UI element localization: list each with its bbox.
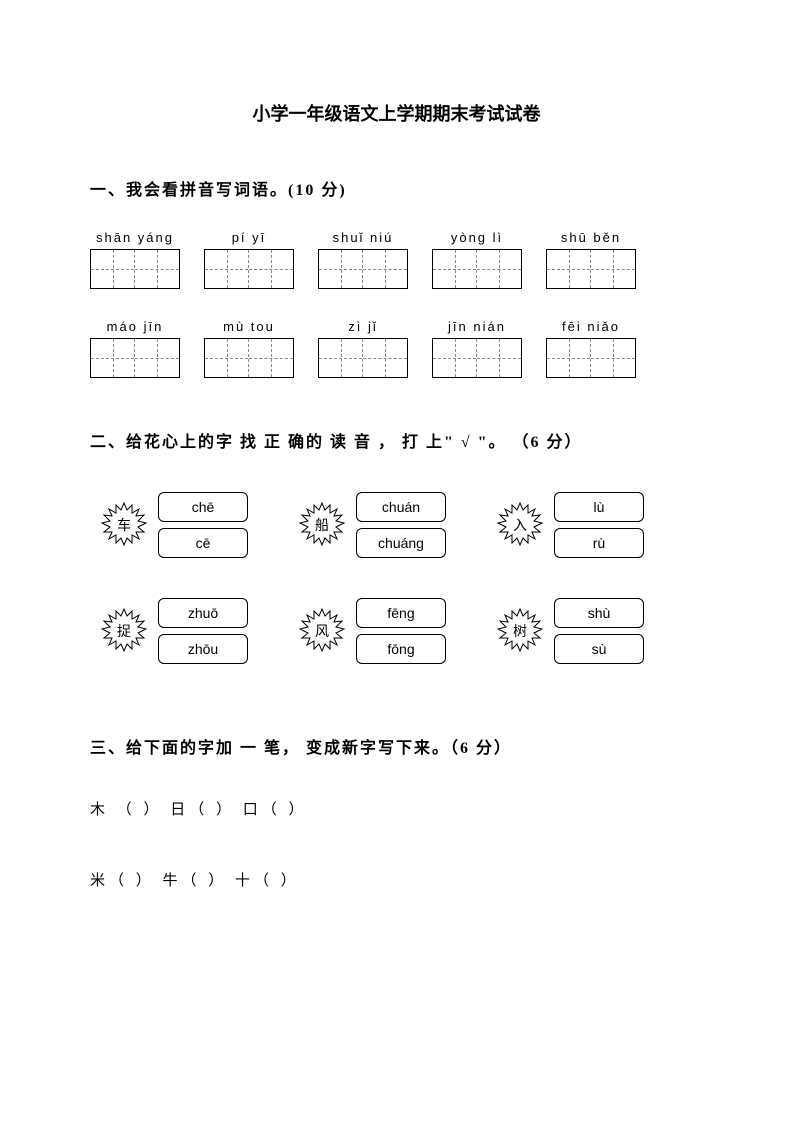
choice-box[interactable]: zhuō [158,598,248,628]
write-box[interactable] [546,338,636,378]
choice-box[interactable]: sù [554,634,644,664]
pinyin-label: shū běn [561,230,621,245]
choice-box[interactable]: chuán [356,492,446,522]
choice-box[interactable]: shù [554,598,644,628]
flower-char: 捉 [117,621,131,641]
flower-char: 树 [513,621,527,641]
choice-box[interactable]: zhōu [158,634,248,664]
pinyin-block: mù tou [204,319,294,378]
write-box[interactable] [204,249,294,289]
write-box[interactable] [90,249,180,289]
pinyin-row-2: máo jīn mù tou zì jǐ jīn nián fēi niǎo [90,319,703,378]
starburst-icon: 车 [100,501,148,549]
starburst-icon: 捉 [100,607,148,655]
choice-box[interactable]: fōng [356,634,446,664]
flower-group: 捉 zhuō zhōu [100,598,248,664]
pinyin-row-1: shān yáng pí yī shuǐ niú yòng lì shū běn [90,230,703,289]
pinyin-label: zì jǐ [348,319,378,334]
pinyin-label: fēi niǎo [562,319,620,334]
write-box[interactable] [318,338,408,378]
page-title: 小学一年级语文上学期期末考试试卷 [90,100,703,126]
pinyin-block: shān yáng [90,230,180,289]
flower-row-2: 捉 zhuō zhōu 风 fēng fōng 树 shù [100,598,703,664]
choice-box[interactable]: fēng [356,598,446,628]
section3-heading: 三、给下面的字加 一 笔， 变成新字写下来。（6 分） [90,734,703,758]
pinyin-label: mù tou [223,319,275,334]
pinyin-block: zì jǐ [318,319,408,378]
pinyin-block: yòng lì [432,230,522,289]
pinyin-label: shuǐ niú [333,230,394,245]
write-box[interactable] [432,338,522,378]
write-box[interactable] [432,249,522,289]
flower-char: 入 [513,515,527,535]
choice-box[interactable]: rù [554,528,644,558]
write-box[interactable] [318,249,408,289]
starburst-icon: 入 [496,501,544,549]
flower-group: 车 chē cē [100,492,248,558]
pinyin-block: fēi niǎo [546,319,636,378]
write-box[interactable] [90,338,180,378]
pinyin-block: shū běn [546,230,636,289]
flower-char: 风 [315,621,329,641]
stroke-row-1[interactable]: 木 （ ） 日（ ） 口（ ） [90,798,703,819]
choice-box[interactable]: lù [554,492,644,522]
write-box[interactable] [546,249,636,289]
pinyin-block: jīn nián [432,319,522,378]
choice-box[interactable]: chē [158,492,248,522]
flower-group: 风 fēng fōng [298,598,446,664]
pinyin-label: máo jīn [107,319,164,334]
flower-char: 车 [117,515,131,535]
pinyin-label: pí yī [232,230,267,245]
starburst-icon: 树 [496,607,544,655]
choice-box[interactable]: chuáng [356,528,446,558]
write-box[interactable] [204,338,294,378]
pinyin-label: shān yáng [96,230,174,245]
section1-heading: 一、我会看拼音写词语。(10 分) [90,176,703,200]
flower-group: 船 chuán chuáng [298,492,446,558]
pinyin-label: jīn nián [448,319,506,334]
flower-group: 树 shù sù [496,598,644,664]
flower-row-1: 车 chē cē 船 chuán chuáng 入 lù [100,492,703,558]
flower-group: 入 lù rù [496,492,644,558]
pinyin-label: yòng lì [451,230,503,245]
pinyin-block: shuǐ niú [318,230,408,289]
section2-heading: 二、给花心上的字 找 正 确的 读 音 ， 打 上" √ "。 （6 分） [90,428,703,452]
stroke-row-2[interactable]: 米（ ） 牛（ ） 十（ ） [90,869,703,890]
pinyin-block: máo jīn [90,319,180,378]
flower-char: 船 [315,515,329,535]
starburst-icon: 船 [298,501,346,549]
pinyin-block: pí yī [204,230,294,289]
starburst-icon: 风 [298,607,346,655]
choice-box[interactable]: cē [158,528,248,558]
